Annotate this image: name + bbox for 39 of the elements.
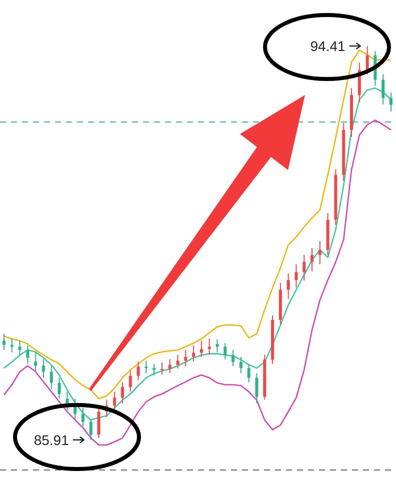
candlestick	[192, 344, 196, 362]
candlestick	[26, 344, 30, 364]
candlestick	[89, 418, 92, 440]
candlestick	[302, 254, 306, 281]
candlestick	[366, 46, 369, 75]
candlestick	[208, 338, 211, 356]
candlestick	[58, 377, 61, 400]
candlestick	[50, 366, 53, 390]
candlestick	[113, 391, 116, 411]
candlestick	[224, 342, 227, 360]
candlestick	[120, 382, 124, 404]
candlestick	[168, 358, 172, 374]
candlestick	[97, 407, 100, 439]
candlestick	[176, 354, 180, 370]
candlestick	[144, 360, 148, 374]
candlestick	[255, 372, 258, 404]
candlestick	[247, 363, 250, 383]
candlestick	[216, 338, 219, 353]
candlestick	[160, 362, 164, 376]
annotation: 85.91	[34, 432, 70, 448]
candlestick	[200, 340, 203, 358]
candlestick	[310, 248, 314, 272]
candlestick	[286, 273, 290, 300]
candlestick	[136, 361, 140, 381]
candlestick	[42, 358, 45, 378]
candlestick	[152, 363, 156, 376]
candlestick	[294, 264, 298, 288]
candlestick	[18, 340, 22, 356]
candlestick	[390, 92, 392, 112]
annotation: 94.41	[310, 38, 346, 54]
candlestick	[318, 240, 322, 265]
candlestick	[184, 349, 188, 367]
candlestick	[128, 370, 132, 392]
candlestick	[81, 407, 84, 427]
candlestick	[34, 352, 38, 372]
candlestick	[239, 356, 242, 374]
candlestick	[232, 349, 235, 367]
candlestick	[2, 333, 6, 350]
candlestick	[382, 74, 385, 105]
